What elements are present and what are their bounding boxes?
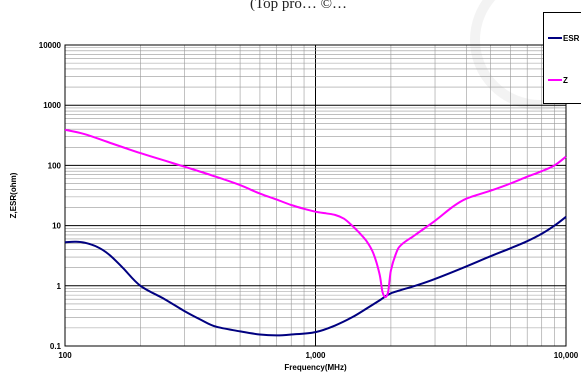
x-tick-label: 10,000: [554, 351, 579, 360]
y-tick-label: 1: [57, 282, 62, 291]
header-text: (Top pro… ©…: [250, 0, 348, 12]
legend-swatch-z: [548, 79, 562, 81]
y-axis-label: Z,ESR(ohm): [9, 172, 18, 218]
series-line-esr: [64, 216, 567, 337]
x-axis-label: Frequency(MHz): [284, 363, 347, 372]
legend: ESR Z: [543, 12, 581, 104]
legend-item-z: Z: [548, 74, 568, 86]
plot-area: [64, 44, 567, 347]
y-tick-label: 10000: [39, 41, 62, 50]
x-tick-label: 100: [58, 351, 72, 360]
legend-item-esr: ESR: [548, 32, 579, 44]
legend-swatch-esr: [548, 37, 562, 39]
series-layer: [64, 128, 567, 337]
grid: [65, 45, 566, 346]
y-tick-label: 0.1: [50, 342, 62, 351]
legend-label-esr: ESR: [563, 33, 580, 43]
y-tick-label: 100: [48, 161, 62, 170]
series-line-z: [64, 128, 567, 299]
legend-label-z: Z: [563, 75, 568, 85]
x-tick-label: 1,000: [305, 351, 326, 360]
y-tick-label: 10: [52, 222, 61, 231]
y-tick-label: 1000: [43, 101, 61, 110]
tick-labels: 100 1,000 10,000 0.1 1 10 100 1000 10000: [39, 41, 579, 360]
